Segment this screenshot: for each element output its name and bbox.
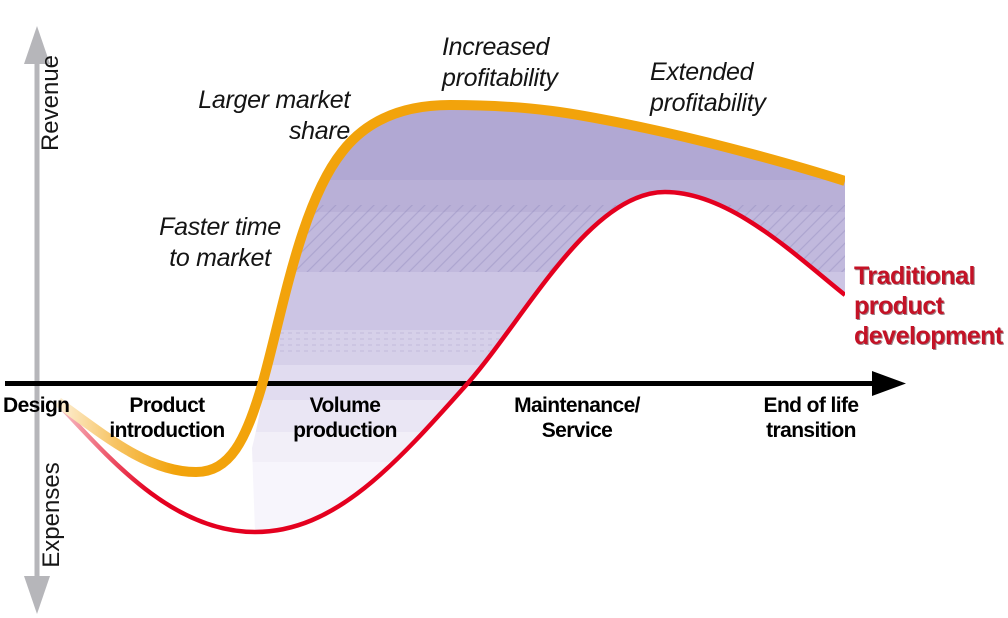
accelerated-development-curve: [55, 100, 845, 477]
phase-label-line: production: [293, 419, 397, 442]
phase-label-product-introduction: Product introduction: [109, 393, 225, 443]
traditional-label-line: product: [854, 292, 944, 320]
phase-label-volume-production: Volume production: [293, 393, 397, 443]
annotation-line: Increased: [442, 33, 550, 61]
phase-label-line: Product: [129, 394, 205, 417]
annotation-line: Extended: [650, 58, 754, 86]
y-axis-label-revenue: Revenue: [37, 54, 64, 152]
traditional-development-curve: [58, 189, 845, 535]
y-axis-down-arrowhead: [24, 576, 50, 614]
phase-label-line: Service: [541, 419, 613, 442]
dotted-band: [252, 328, 845, 352]
y-axis-label-expenses: Expenses: [38, 462, 65, 568]
annotation-line: share: [288, 117, 350, 145]
traditional-label-line: development: [854, 322, 1003, 350]
annotation-larger-market-share: Larger market share: [198, 85, 350, 147]
annotation-increased-profitability: Increased profitability: [442, 32, 558, 94]
phase-label-maintenance-service: Maintenance/ Service: [514, 393, 640, 443]
annotation-line: to market: [169, 244, 271, 272]
phase-label-line: Maintenance/: [514, 394, 640, 417]
annotation-extended-profitability: Extended profitability: [650, 57, 766, 119]
y-axis-up-arrowhead: [24, 26, 50, 64]
phase-label-line: transition: [766, 419, 856, 442]
traditional-label-line: Traditional: [854, 262, 975, 290]
phase-label-design: Design: [3, 393, 70, 418]
phase-label-end-of-life: End of life transition: [763, 393, 860, 443]
annotation-line: Faster time: [159, 213, 281, 241]
phase-label-line: End of life: [763, 394, 860, 417]
x-axis-arrowhead: [872, 371, 906, 396]
phase-label-line: introduction: [109, 419, 225, 442]
annotation-faster-time-to-market: Faster time to market: [159, 212, 281, 274]
gap-fill-area: [252, 105, 845, 532]
hatch-band: [252, 205, 845, 272]
phase-label-line: Design: [3, 394, 70, 417]
annotation-line: profitability: [442, 64, 558, 92]
phase-label-line: Volume: [309, 394, 381, 417]
annotation-line: Larger market: [198, 86, 350, 114]
traditional-product-development-label: Traditional product development: [854, 261, 1003, 351]
annotation-line: profitability: [650, 89, 766, 117]
